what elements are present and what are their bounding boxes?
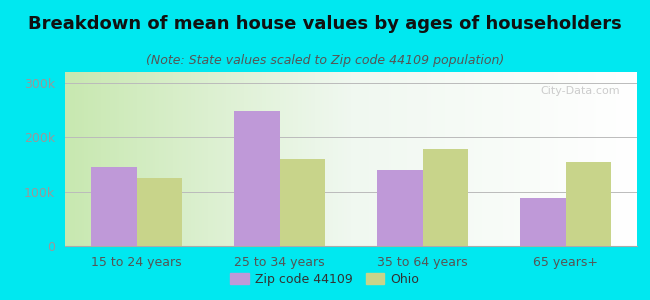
Bar [566,162,611,246]
Legend: Zip code 44109, Ohio: Zip code 44109, Ohio [226,268,424,291]
Bar [91,167,136,246]
Bar [136,178,182,246]
Text: City-Data.com: City-Data.com [540,86,620,96]
Bar [422,149,468,246]
Bar [234,111,280,246]
Bar [520,198,566,246]
Bar [280,159,325,246]
Text: Breakdown of mean house values by ages of householders: Breakdown of mean house values by ages o… [28,15,622,33]
Text: (Note: State values scaled to Zip code 44109 population): (Note: State values scaled to Zip code 4… [146,54,504,67]
Bar [377,170,423,246]
